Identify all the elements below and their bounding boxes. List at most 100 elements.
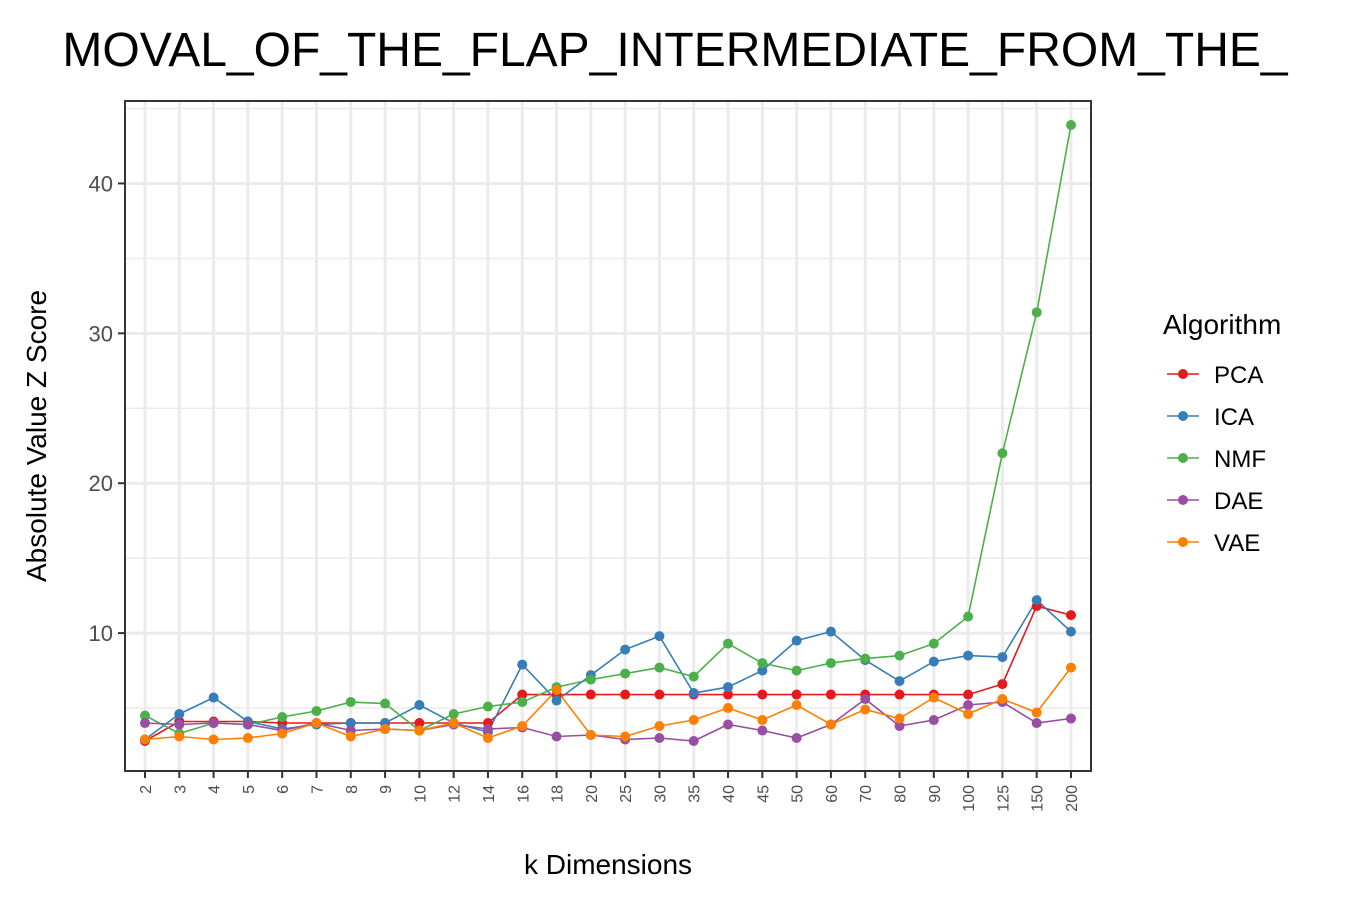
x-tick-label: 6	[275, 785, 292, 794]
point-ica	[894, 676, 905, 687]
point-vae	[825, 719, 836, 730]
point-dae	[242, 719, 253, 730]
x-tick-label: 20	[584, 785, 601, 803]
point-nmf	[345, 697, 356, 708]
point-nmf	[963, 611, 974, 622]
x-tick-label: 70	[858, 785, 875, 803]
point-vae	[242, 733, 253, 744]
legend-key-point	[1178, 411, 1188, 421]
point-vae	[1031, 707, 1042, 718]
point-vae	[174, 731, 185, 742]
x-tick-label: 4	[207, 785, 224, 794]
point-ica	[757, 665, 768, 676]
point-ica	[963, 650, 974, 661]
point-vae	[208, 734, 219, 745]
point-vae	[860, 704, 871, 715]
point-pca	[894, 689, 905, 700]
point-ica	[414, 700, 425, 711]
point-nmf	[825, 658, 836, 669]
point-vae	[140, 734, 150, 745]
point-vae	[380, 724, 391, 735]
point-vae	[963, 709, 974, 720]
series-line-vae	[144, 667, 1072, 741]
grid	[125, 101, 1091, 771]
point-ica	[517, 659, 528, 670]
x-tick-label: 9	[378, 785, 395, 794]
series-lines	[144, 124, 1072, 742]
point-vae	[688, 715, 699, 726]
x-tick-label: 100	[961, 785, 978, 812]
point-nmf	[277, 712, 288, 723]
point-pca	[825, 689, 836, 700]
point-nmf	[928, 638, 939, 649]
point-ica	[620, 644, 631, 655]
x-tick-label: 5	[241, 785, 258, 794]
x-tick-label: 7	[309, 785, 326, 794]
series-line-dae	[144, 698, 1072, 742]
point-pca	[791, 689, 802, 700]
point-dae	[140, 718, 150, 729]
legend-label-ica: ICA	[1214, 404, 1254, 431]
x-tick-label: 12	[447, 785, 464, 803]
series-line-nmf	[144, 124, 1072, 735]
y-tick-label: 10	[89, 621, 113, 646]
legend-key-point	[1178, 537, 1188, 547]
point-nmf	[757, 658, 768, 669]
point-vae	[723, 703, 734, 714]
x-tick-label: 25	[618, 785, 635, 803]
x-tick-label: 90	[927, 785, 944, 803]
x-tick-label: 16	[515, 785, 532, 803]
point-pca	[414, 718, 425, 729]
plot-border	[124, 100, 1092, 772]
point-dae	[1031, 718, 1042, 729]
point-ica	[345, 718, 356, 729]
legend-key-point	[1178, 369, 1188, 379]
point-nmf	[311, 706, 322, 717]
y-tick-label: 40	[89, 171, 113, 196]
point-ica	[1066, 626, 1076, 637]
point-ica	[174, 709, 185, 720]
point-nmf	[620, 668, 631, 679]
point-ica	[723, 682, 734, 693]
x-tick-label: 60	[824, 785, 841, 803]
point-pca	[620, 689, 631, 700]
x-tick-label: 80	[893, 785, 910, 803]
point-ica	[825, 626, 836, 637]
point-ica	[928, 656, 939, 667]
x-tick-label: 45	[755, 785, 772, 803]
point-ica	[791, 635, 802, 646]
point-ica	[1031, 595, 1042, 606]
x-tick-label: 50	[790, 785, 807, 803]
point-ica	[208, 692, 219, 703]
point-nmf	[688, 671, 699, 682]
point-vae	[997, 694, 1008, 705]
point-vae	[517, 721, 528, 732]
point-nmf	[860, 653, 871, 664]
point-dae	[482, 724, 493, 735]
point-vae	[345, 731, 356, 742]
point-nmf	[1031, 307, 1042, 318]
point-ica	[997, 652, 1008, 663]
point-pca	[997, 679, 1008, 690]
point-vae	[448, 718, 459, 729]
point-pca	[517, 689, 528, 700]
point-dae	[928, 715, 939, 726]
x-tick-label: 200	[1064, 785, 1081, 812]
point-nmf	[894, 650, 905, 661]
x-tick-label: 10	[412, 785, 429, 803]
x-tick-label: 2	[138, 785, 155, 794]
legend-key-point	[1178, 495, 1188, 505]
legend: Algorithm PCA ICA NMF DAE VAE	[1163, 309, 1281, 557]
point-nmf	[1066, 119, 1076, 130]
legend-key-point	[1178, 453, 1188, 463]
point-nmf	[140, 710, 150, 721]
point-nmf	[791, 665, 802, 676]
x-tick-label: 18	[550, 785, 567, 803]
chart-title: MOVAL_OF_THE_FLAP_INTERMEDIATE_FROM_THE_	[62, 24, 1288, 77]
point-pca	[585, 689, 596, 700]
point-ica	[654, 631, 665, 642]
x-axis-title: k Dimensions	[524, 849, 692, 880]
y-tick-label: 30	[89, 321, 113, 346]
y-axis: 10 20 30 40	[89, 171, 125, 646]
